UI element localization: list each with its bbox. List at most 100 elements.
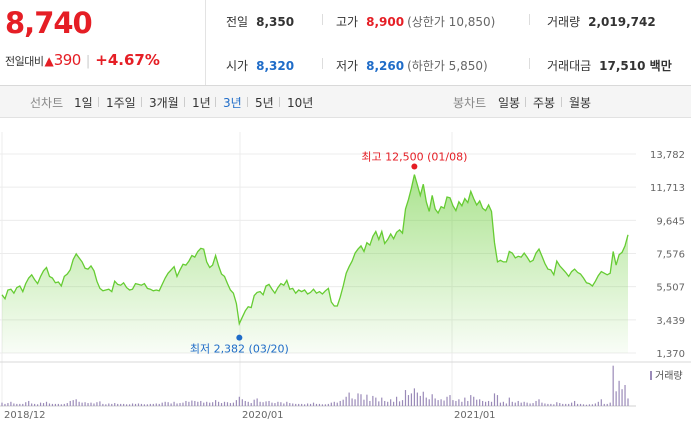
stat-value: 2,019,742 bbox=[588, 15, 656, 29]
volume-bar bbox=[265, 401, 267, 406]
stat-value: 8,260 bbox=[366, 59, 405, 73]
volume-bar bbox=[535, 400, 537, 406]
candle-divider bbox=[525, 97, 526, 107]
period-1y[interactable]: 1년 bbox=[192, 96, 211, 110]
volume-bar bbox=[209, 402, 211, 406]
volume-bar bbox=[579, 403, 582, 406]
volume-bar bbox=[215, 400, 217, 406]
volume-bar bbox=[461, 401, 463, 406]
volume-bar bbox=[149, 403, 151, 406]
change-row: 전일대비▲390 | +4.67% bbox=[5, 51, 160, 69]
stat-label: 시가 bbox=[226, 59, 249, 73]
period-5y[interactable]: 5년 bbox=[255, 96, 274, 110]
period-1w[interactable]: 1주일 bbox=[106, 96, 136, 110]
min-point-marker bbox=[236, 334, 243, 341]
volume-bar bbox=[437, 400, 439, 406]
volume-bar bbox=[573, 400, 576, 406]
volume-bar bbox=[324, 404, 326, 406]
candle-daily[interactable]: 일봉 bbox=[498, 96, 521, 110]
volume-bar bbox=[298, 403, 300, 406]
y-tick-label: 11,713 bbox=[650, 183, 685, 194]
period-divider bbox=[184, 97, 185, 107]
volume-bar bbox=[502, 401, 504, 406]
period-3y[interactable]: 3년 bbox=[223, 96, 242, 110]
quote-panel: 8,740 전일대비▲390 | +4.67% 전일 8,350 고가 8,900 (상한… bbox=[0, 0, 691, 86]
volume-bar bbox=[390, 399, 392, 406]
volume-bar bbox=[571, 402, 573, 406]
volume-bar bbox=[232, 402, 235, 406]
volume-bar bbox=[398, 401, 401, 406]
volume-bar bbox=[410, 393, 413, 406]
volume-bar bbox=[16, 403, 18, 406]
volume-bar bbox=[247, 401, 249, 406]
current-price: 8,740 bbox=[5, 6, 93, 40]
volume-bar bbox=[274, 403, 276, 406]
volume-bar bbox=[4, 403, 6, 406]
volume-bar bbox=[301, 403, 303, 406]
change-percent: +4.67% bbox=[95, 51, 160, 69]
x-tick-label: 2021/01 bbox=[454, 410, 496, 421]
min-annotation: 최저 2,382 (03/20) bbox=[190, 343, 289, 356]
volume-bar bbox=[615, 391, 617, 406]
volume-bar bbox=[25, 402, 27, 406]
volume-bar bbox=[422, 391, 424, 406]
volume-bar bbox=[321, 404, 324, 406]
y-tick-label: 7,576 bbox=[656, 250, 685, 261]
volume-bar bbox=[479, 399, 481, 406]
volume-bar bbox=[256, 398, 258, 406]
y-tick-label: 5,507 bbox=[656, 283, 685, 294]
volume-bar bbox=[244, 400, 246, 406]
volume-bar bbox=[603, 403, 605, 406]
volume-bar bbox=[342, 399, 344, 406]
volume-bar bbox=[375, 397, 377, 406]
volume-bar bbox=[508, 397, 510, 406]
period-1d[interactable]: 1일 bbox=[74, 96, 93, 110]
volume-bar bbox=[553, 404, 555, 406]
period-divider bbox=[98, 97, 99, 107]
volume-bar bbox=[345, 396, 347, 406]
candle-weekly[interactable]: 주봉 bbox=[533, 96, 556, 110]
volume-bar bbox=[289, 403, 291, 406]
volume-bar bbox=[372, 395, 374, 406]
volume-bar bbox=[336, 402, 338, 406]
volume-bar bbox=[505, 403, 507, 406]
volume-bar bbox=[559, 403, 561, 406]
volume-bar bbox=[120, 403, 122, 406]
candle-monthly[interactable]: 월봉 bbox=[569, 96, 592, 110]
volume-bar bbox=[568, 403, 570, 406]
volume-bar bbox=[455, 400, 457, 406]
volume-bar bbox=[167, 402, 169, 406]
volume-bar bbox=[182, 402, 184, 406]
volume-bar bbox=[496, 395, 499, 406]
period-divider bbox=[279, 97, 280, 107]
volume-bar bbox=[434, 398, 436, 406]
volume-bar bbox=[565, 403, 567, 406]
volume-bar bbox=[286, 401, 288, 406]
volume-bar bbox=[75, 399, 77, 406]
volume-bar bbox=[452, 400, 454, 406]
volume-bar bbox=[416, 392, 418, 406]
volume-bar bbox=[476, 399, 478, 406]
volume-bar bbox=[562, 403, 564, 406]
volume-bar bbox=[330, 402, 332, 406]
stat-label: 거래량 bbox=[547, 15, 581, 29]
volume-bar bbox=[526, 402, 528, 406]
max-point-marker bbox=[411, 163, 418, 170]
volume-bar bbox=[212, 402, 214, 406]
period-divider bbox=[247, 97, 248, 107]
volume-bar bbox=[114, 403, 116, 406]
volume-bar bbox=[84, 402, 86, 406]
volume-bar bbox=[484, 401, 487, 406]
volume-bar bbox=[363, 399, 365, 406]
volume-bar bbox=[292, 403, 294, 406]
volume-bar bbox=[152, 403, 154, 406]
stat-prev-close: 전일 8,350 bbox=[226, 13, 294, 30]
x-tick-label: 2020/01 bbox=[242, 410, 284, 421]
volume-bar bbox=[428, 399, 430, 406]
volume-bar bbox=[220, 403, 223, 406]
volume-bar bbox=[206, 401, 208, 406]
volume-bar bbox=[155, 403, 157, 406]
period-10y[interactable]: 10년 bbox=[287, 96, 314, 110]
period-3m[interactable]: 3개월 bbox=[149, 96, 179, 110]
volume-bar bbox=[164, 401, 166, 406]
